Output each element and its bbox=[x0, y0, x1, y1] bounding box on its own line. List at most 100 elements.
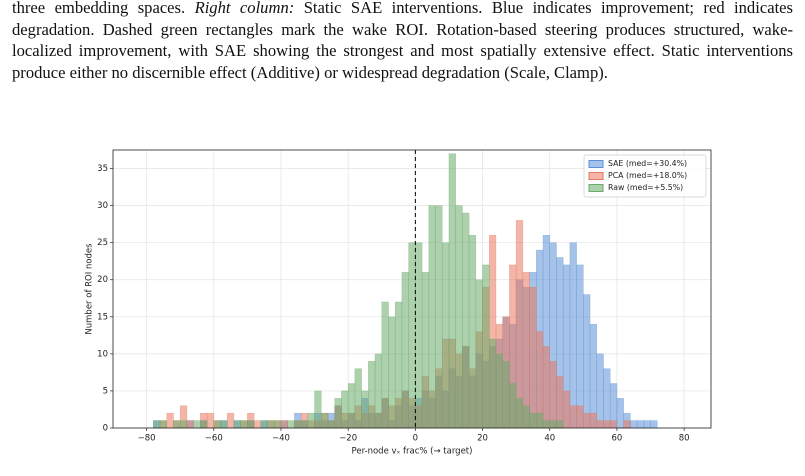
histogram-bar bbox=[448, 153, 456, 429]
y-tick-label: 20 bbox=[97, 275, 108, 285]
histogram-bar bbox=[327, 420, 335, 429]
histogram-bar bbox=[643, 420, 651, 429]
histogram-bar bbox=[522, 272, 530, 429]
x-tick-label: 60 bbox=[612, 434, 623, 444]
histogram-bar bbox=[462, 212, 470, 429]
histogram-bar bbox=[569, 242, 577, 429]
histogram-bar bbox=[300, 420, 309, 429]
legend-swatch bbox=[588, 160, 604, 168]
histogram-bar bbox=[502, 361, 510, 429]
histogram-bar bbox=[186, 420, 194, 429]
italic-text: Right column: bbox=[194, 0, 295, 17]
x-axis-label: Per-node vₓ frac% (→ target) bbox=[352, 447, 473, 457]
histogram-bar bbox=[260, 420, 268, 429]
histogram-bar bbox=[435, 205, 443, 429]
histogram-bar bbox=[267, 420, 275, 429]
legend-label: Raw (med=+5.5%) bbox=[608, 183, 683, 192]
histogram-bar bbox=[247, 420, 255, 429]
histogram-bar bbox=[415, 242, 423, 429]
histogram-bar bbox=[596, 353, 604, 429]
x-tick-label: −80 bbox=[138, 434, 156, 444]
histogram-bar bbox=[522, 405, 530, 429]
histogram-bar bbox=[294, 420, 302, 429]
histogram-bar bbox=[153, 420, 161, 429]
histogram-bar bbox=[583, 412, 591, 429]
histogram-bar bbox=[347, 383, 356, 429]
legend-swatch bbox=[588, 172, 604, 180]
histogram-bar bbox=[650, 420, 658, 429]
histogram-bar bbox=[314, 390, 322, 429]
histogram-bar bbox=[368, 361, 376, 429]
histogram-bar bbox=[529, 412, 537, 429]
text-span: three embedding spaces. bbox=[12, 0, 195, 17]
histogram-bar bbox=[441, 242, 450, 429]
histogram-bar bbox=[529, 286, 537, 429]
legend-swatch bbox=[588, 184, 604, 192]
histogram-bar bbox=[589, 323, 598, 429]
histogram-bar bbox=[374, 353, 383, 429]
histogram-bar bbox=[583, 294, 591, 429]
histogram-bar bbox=[596, 420, 604, 429]
histogram-bar bbox=[388, 316, 396, 429]
histogram-bar bbox=[482, 264, 490, 429]
x-tick-label: −60 bbox=[205, 434, 223, 444]
histogram-bar bbox=[542, 420, 550, 429]
histogram-bar bbox=[549, 361, 557, 429]
histogram-bar bbox=[213, 420, 221, 429]
histogram-bar bbox=[556, 375, 564, 429]
histogram-bar bbox=[274, 420, 282, 429]
histogram-bar bbox=[307, 412, 315, 429]
histogram-bar bbox=[542, 346, 550, 429]
histogram-bar bbox=[421, 272, 430, 429]
histogram-bar bbox=[549, 420, 557, 429]
histogram-bar bbox=[630, 420, 638, 429]
histogram-bar bbox=[589, 412, 598, 429]
histogram-bar bbox=[509, 383, 517, 429]
histogram-bar bbox=[334, 398, 342, 429]
histogram-bar bbox=[159, 420, 168, 429]
histogram-bar bbox=[428, 205, 436, 429]
x-tick-label: 0 bbox=[413, 434, 418, 444]
legend-box bbox=[583, 154, 707, 198]
x-tick-label: −20 bbox=[339, 434, 357, 444]
histogram-bar bbox=[179, 420, 188, 429]
histogram-bar bbox=[455, 205, 463, 429]
histogram-bar bbox=[475, 279, 483, 429]
histogram-bar bbox=[468, 235, 477, 429]
x-tick-label: −40 bbox=[272, 434, 290, 444]
x-tick-label: 20 bbox=[477, 434, 488, 444]
y-tick-label: 25 bbox=[97, 238, 108, 248]
histogram-bar bbox=[408, 242, 416, 429]
histogram-bar bbox=[489, 338, 497, 429]
y-tick-label: 15 bbox=[97, 312, 108, 322]
plot-frame bbox=[112, 149, 712, 429]
histogram-bar bbox=[354, 368, 362, 429]
histogram-bar bbox=[495, 353, 503, 429]
histogram-bar bbox=[515, 398, 524, 429]
histogram-bar bbox=[361, 390, 369, 429]
histogram-bar bbox=[623, 420, 631, 429]
histogram-bar bbox=[569, 405, 577, 429]
histogram-bar bbox=[515, 220, 524, 429]
histogram-bar bbox=[173, 420, 181, 429]
histogram-bar bbox=[576, 264, 584, 429]
histogram-bar bbox=[166, 412, 174, 429]
histogram-bar bbox=[321, 412, 329, 429]
y-axis-label: Number of ROI nodes bbox=[85, 243, 95, 335]
histogram-bar bbox=[381, 301, 389, 429]
text-span: Static SAE interventions. Blue indicates… bbox=[12, 0, 794, 82]
histogram-bar bbox=[536, 412, 544, 429]
y-tick-label: 0 bbox=[103, 424, 108, 434]
x-tick-label: 80 bbox=[679, 434, 690, 444]
histogram-bar bbox=[226, 412, 235, 429]
histogram-bar bbox=[200, 420, 208, 429]
x-tick-label: 40 bbox=[544, 434, 555, 444]
histogram-bar bbox=[287, 420, 295, 429]
y-tick-label: 5 bbox=[103, 386, 108, 396]
histogram-bar bbox=[341, 390, 349, 429]
histogram-bar bbox=[603, 420, 611, 429]
histogram-bar bbox=[220, 420, 228, 429]
histogram-bar bbox=[576, 405, 584, 429]
histogram-bar bbox=[616, 398, 624, 429]
